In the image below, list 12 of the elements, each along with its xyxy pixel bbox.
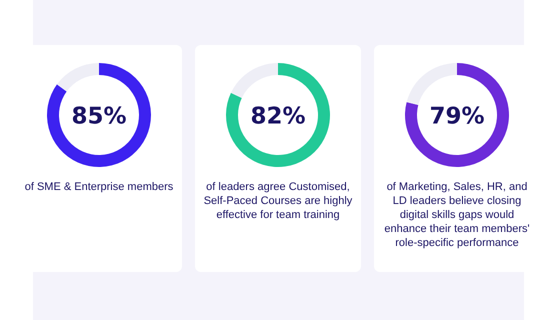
- donut-slice: [230, 63, 278, 98]
- data-label: 85%: [71, 103, 127, 130]
- donut-slice: [56, 63, 99, 92]
- donut-slice: [47, 63, 151, 167]
- text: of Marketing, Sales, HR, and LD leaders believe closing digital skills gaps would enhance their team members' role-specific performance: [384, 181, 530, 249]
- donut-slice: [406, 63, 457, 106]
- donut-slice: [405, 63, 509, 167]
- text: of leaders agree Customised, Self-Paced Courses are highly effective for team training: [204, 181, 353, 221]
- text: of SME & Enterprise members: [24, 181, 174, 193]
- donut-slice: [226, 63, 330, 167]
- data-label: 79%: [429, 103, 485, 130]
- data-label: 82%: [250, 103, 306, 130]
